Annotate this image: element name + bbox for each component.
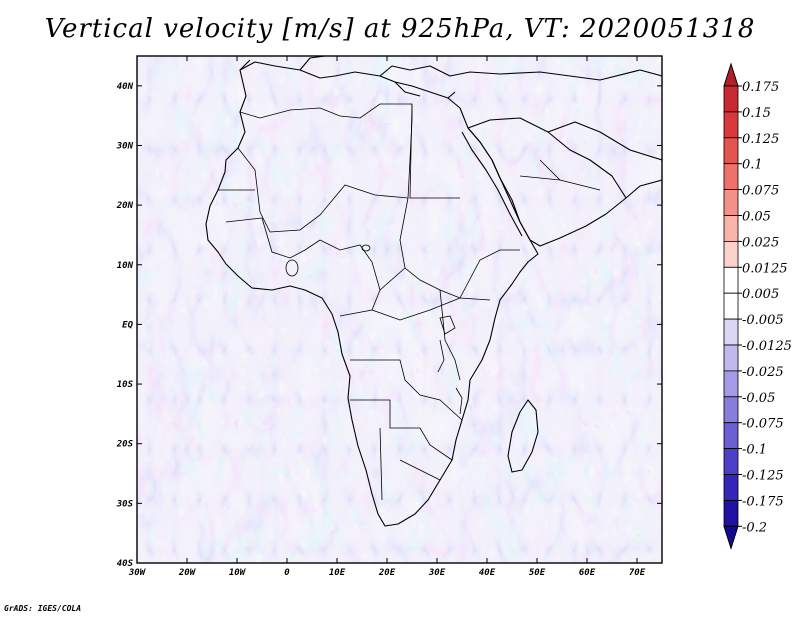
- x-tick-label: 10E: [329, 568, 346, 578]
- colorbar-top-arrow: [723, 62, 739, 87]
- colorbar-swatch: [723, 370, 739, 398]
- x-tick-label: 40E: [479, 568, 496, 578]
- colorbar-label: 0.005: [742, 287, 779, 302]
- colorbar-swatch: [723, 85, 739, 113]
- colorbar-swatch: [723, 396, 739, 424]
- grads-credit: GrADS: IGES/COLA: [4, 604, 82, 613]
- y-tick-label: EQ: [122, 320, 133, 330]
- colorbar-swatch: [723, 137, 739, 165]
- colorbar-bottom-arrow: [723, 525, 739, 550]
- colorbar-swatch: [723, 499, 739, 527]
- x-tick-label: 50E: [529, 568, 546, 578]
- colorbar-swatch: [723, 292, 739, 320]
- y-tick-label: 10N: [117, 261, 134, 271]
- country-borders: [218, 103, 601, 501]
- colorbar-label: 0.05: [742, 210, 771, 225]
- x-tick-label: 30E: [428, 568, 446, 578]
- colorbar-label: 0.125: [742, 132, 779, 147]
- x-tick-label: 60E: [579, 568, 596, 578]
- colorbar-label: 0.025: [742, 235, 779, 250]
- map-title: Vertical velocity [m/s] at 925hPa, VT: 2…: [44, 14, 756, 44]
- colorbar-swatch: [723, 215, 739, 242]
- y-axis: 40S 30S 20S 10S EQ 10N 20N 30N 40N: [116, 82, 662, 569]
- colorbar-swatch: [723, 189, 739, 216]
- colorbar-swatch: [723, 111, 739, 139]
- colorbar-swatch: [723, 448, 739, 475]
- x-axis: 30W 20W 10W 0 10E 20E 30E 40E 50E 60E 70E: [128, 56, 646, 578]
- velocity-field: [137, 56, 662, 563]
- madagascar-coastline: [507, 399, 539, 473]
- colorbar-swatch: [723, 318, 739, 346]
- y-tick-label: 10S: [117, 380, 134, 390]
- colorbar-label: 0.15: [742, 106, 771, 121]
- colorbar-label: 0.1: [742, 158, 763, 173]
- y-tick-label: 40S: [117, 559, 134, 569]
- y-tick-label: 40N: [117, 82, 134, 92]
- x-tick-label: 70E: [629, 568, 646, 578]
- x-tick-label: 20W: [178, 568, 197, 578]
- colorbar-label: -0.2: [742, 520, 767, 535]
- colorbar-swatch: [723, 240, 739, 268]
- colorbar-swatch: [723, 344, 739, 372]
- x-tick-label: 10W: [229, 568, 247, 578]
- colorbar-swatch: [723, 163, 739, 190]
- x-tick-label: 0: [284, 568, 290, 578]
- y-tick-label: 20S: [116, 440, 134, 450]
- colorbar-label: -0.1: [742, 443, 767, 458]
- colorbar-label: -0.05: [742, 391, 775, 406]
- x-tick-label: 20E: [378, 568, 396, 578]
- colorbar-swatch: [723, 474, 739, 501]
- plot-frame: [136, 55, 663, 564]
- colorbar-swatch: [723, 422, 739, 450]
- y-tick-label: 20N: [116, 201, 134, 211]
- x-tick-label: 30W: [128, 568, 147, 578]
- colorbar-label: 0.175: [742, 80, 779, 95]
- colorbar-swatch: [723, 266, 739, 294]
- colorbar-label: -0.005: [742, 313, 784, 328]
- colorbar-label: -0.0125: [742, 339, 792, 354]
- colorbar-label: -0.125: [742, 469, 784, 484]
- colorbar-label: 0.0125: [742, 261, 788, 276]
- colorbar-label: -0.075: [742, 417, 784, 432]
- colorbar-label: 0.075: [742, 184, 779, 199]
- y-tick-label: 30S: [116, 499, 134, 509]
- colorbar-label: -0.025: [742, 365, 784, 380]
- y-tick-label: 30N: [116, 141, 134, 151]
- colorbar: 0.175 0.15 0.125 0.1 0.075 0.05 0.025 0.0125 0.0…: [723, 62, 792, 550]
- colorbar-label: -0.175: [742, 494, 784, 509]
